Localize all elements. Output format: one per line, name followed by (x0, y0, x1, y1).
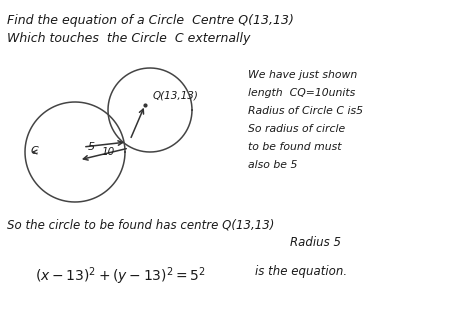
Text: is the equation.: is the equation. (255, 265, 347, 278)
Text: 5: 5 (87, 141, 94, 151)
Text: Radius 5: Radius 5 (290, 236, 341, 249)
Text: So the circle to be found has centre Q(13,13): So the circle to be found has centre Q(1… (7, 218, 274, 231)
Text: 10: 10 (101, 147, 115, 157)
Text: Radius of Circle C is5: Radius of Circle C is5 (248, 106, 363, 116)
Text: also be 5: also be 5 (248, 160, 297, 170)
Text: C: C (31, 146, 39, 156)
Text: $(x-13)^2+(y-13)^2=5^2$: $(x-13)^2+(y-13)^2=5^2$ (35, 265, 206, 287)
Text: length  CQ=10units: length CQ=10units (248, 88, 355, 98)
Text: We have just shown: We have just shown (248, 70, 357, 80)
Text: Q(13,13): Q(13,13) (153, 91, 199, 101)
Text: to be found must: to be found must (248, 142, 341, 152)
Text: Find the equation of a Circle  Centre Q(13,13): Find the equation of a Circle Centre Q(1… (7, 14, 294, 27)
Text: So radius of circle: So radius of circle (248, 124, 345, 134)
Text: Which touches  the Circle  C externally: Which touches the Circle C externally (7, 32, 250, 45)
